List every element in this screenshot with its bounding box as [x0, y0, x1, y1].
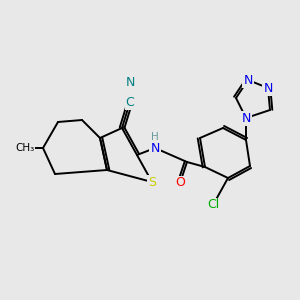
Text: N: N [263, 82, 273, 94]
Text: N: N [150, 142, 160, 154]
Text: CH₃: CH₃ [15, 143, 34, 153]
Text: H: H [151, 132, 159, 142]
Text: S: S [148, 176, 156, 188]
Text: C: C [126, 95, 134, 109]
Text: O: O [175, 176, 185, 190]
Text: N: N [125, 76, 135, 88]
Text: N: N [241, 112, 251, 124]
Text: Cl: Cl [207, 199, 219, 212]
Text: N: N [243, 74, 253, 86]
